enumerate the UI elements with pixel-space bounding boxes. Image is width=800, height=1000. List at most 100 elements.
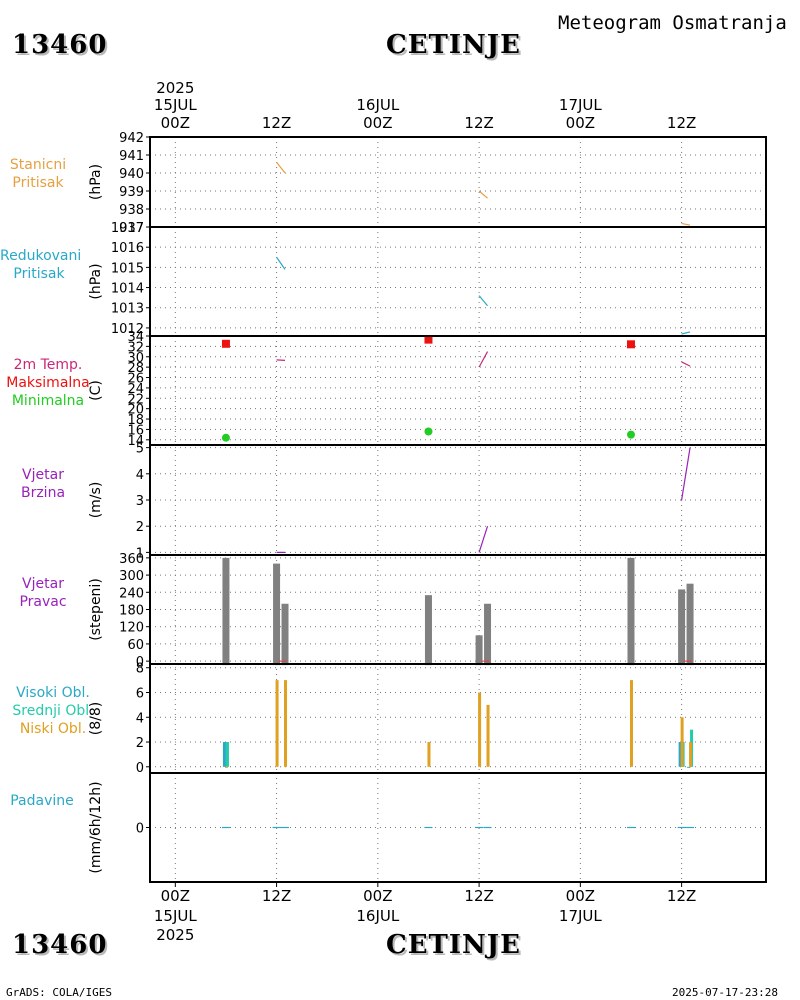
y-tick-label: 32 <box>127 340 144 355</box>
high-cloud-bar <box>222 742 226 767</box>
panel-title-clouds: Visoki Obl. Srednji Obl. Niski Obl. <box>0 684 106 738</box>
y-tick-label: 2 <box>136 520 144 535</box>
y-axis-label: (stepeni) <box>88 578 104 641</box>
y-axis-label: (m/s) <box>88 482 104 519</box>
panel-title-wind-direction: Vjetar Pravac <box>0 575 86 611</box>
title-line: Padavine <box>10 793 74 809</box>
low-cloud-bar <box>486 704 490 767</box>
bottom-year-label: 2025 <box>156 926 194 944</box>
tmin-marker <box>626 430 635 439</box>
series-line <box>681 361 691 367</box>
top-hour-label: 00Z <box>161 114 190 132</box>
y-tick-label: 300 <box>119 569 144 584</box>
series-line <box>478 351 489 368</box>
wind-direction-bar <box>222 557 230 666</box>
title-line: 2m Temp. <box>13 357 83 373</box>
series-line <box>478 190 488 199</box>
series-line <box>681 222 691 226</box>
y-tick-label: 22 <box>127 392 144 407</box>
y-tick-label: 1015 <box>111 261 144 276</box>
y-tick-label: 0 <box>136 655 144 670</box>
low-cloud-bar <box>680 717 684 767</box>
panel-frame <box>149 335 767 446</box>
station-name-top: CETINJE <box>386 30 521 60</box>
panel-frame <box>149 772 767 883</box>
series-line <box>276 256 286 270</box>
y-tick-label: 938 <box>119 203 144 218</box>
panel-title-reduced-pressure: Redukovani Pritisak <box>0 247 82 283</box>
panel-frame <box>149 136 767 228</box>
y-tick-label: 1016 <box>111 241 144 256</box>
y-tick-label: 1014 <box>111 282 144 297</box>
mid-cloud-bar <box>225 742 229 767</box>
y-tick-label: 4 <box>136 711 144 726</box>
y-axis-label: (hPa) <box>88 164 104 200</box>
title-line: Brzina <box>20 485 66 501</box>
panel-frame <box>149 554 767 665</box>
y-tick-label: 2 <box>136 736 144 751</box>
y-tick-label: 30 <box>127 351 144 366</box>
title-line: Redukovani <box>0 248 82 264</box>
bottom-hour-label: 00Z <box>566 887 595 905</box>
panel-title-temperature: 2m Temp. Maksimalna Minimalna <box>0 356 96 410</box>
series-line <box>276 161 286 174</box>
y-tick-label: 120 <box>119 621 144 636</box>
y-axis-label: (hPa) <box>88 263 104 299</box>
y-tick-label: 28 <box>127 361 144 376</box>
panel-frame <box>149 663 767 774</box>
y-tick-label: 0 <box>136 822 144 837</box>
y-tick-label: 1013 <box>111 302 144 317</box>
title-line: Srednji Obl. <box>12 703 94 719</box>
y-tick-label: 20 <box>127 403 144 418</box>
top-hour-label: 12Z <box>262 114 291 132</box>
bottom-hour-label: 12Z <box>262 887 291 905</box>
station-name-bottom: CETINJE <box>386 930 521 960</box>
series-line <box>478 526 489 553</box>
footer-timestamp: 2025-07-17-23:28 <box>672 986 778 999</box>
low-cloud-bar <box>275 680 279 767</box>
y-tick-label: 26 <box>127 372 144 387</box>
top-year-label: 2025 <box>156 79 194 97</box>
y-tick-label: 1012 <box>111 322 144 337</box>
wind-direction-bar <box>678 589 686 666</box>
top-day-label: 16JUL <box>356 96 399 114</box>
y-tick-label: 5 <box>136 442 144 457</box>
y-tick-label: 60 <box>127 638 144 653</box>
title-line: Pritisak <box>13 266 65 282</box>
station-id-top: 13460 <box>12 30 108 60</box>
title-line: Visoki Obl. <box>16 685 90 701</box>
low-cloud-bar <box>478 692 482 767</box>
low-cloud-bar <box>284 680 288 767</box>
tmax-marker <box>626 340 635 349</box>
wind-direction-bar <box>484 603 492 666</box>
low-cloud-bar <box>689 742 693 767</box>
top-hour-label: 00Z <box>363 114 392 132</box>
low-cloud-bar <box>427 742 431 767</box>
title-line: Niski Obl. <box>19 721 87 737</box>
footer-credit: GrADS: COLA/IGES <box>6 986 112 999</box>
panel-title-wind-speed: Vjetar Brzina <box>0 466 86 502</box>
title-line: Pritisak <box>12 175 64 191</box>
meteogram-title: Meteogram Osmatranja <box>558 12 787 34</box>
y-tick-label: 180 <box>119 604 144 619</box>
y-tick-label: 1017 <box>111 221 144 236</box>
y-tick-label: 8 <box>136 662 144 677</box>
y-tick-label: 3 <box>136 494 144 509</box>
y-axis-label: (C) <box>88 380 104 401</box>
bottom-hour-label: 12Z <box>464 887 493 905</box>
y-tick-label: 14 <box>127 434 144 449</box>
panel-title-station-pressure: Stanicni Pritisak <box>0 156 76 192</box>
title-line: Minimalna <box>11 393 85 409</box>
y-tick-label: 6 <box>136 686 144 701</box>
y-tick-label: 24 <box>127 382 144 397</box>
y-tick-label: 940 <box>119 167 144 182</box>
title-line: Vjetar <box>22 467 64 483</box>
y-tick-label: 0 <box>136 761 144 776</box>
series-line <box>276 359 286 361</box>
wind-direction-bar <box>627 557 635 666</box>
y-tick-label: 16 <box>127 423 144 438</box>
title-line: Pravac <box>19 594 67 610</box>
bottom-hour-label: 00Z <box>363 887 392 905</box>
series-line <box>681 331 691 335</box>
wind-direction-bar <box>273 563 281 666</box>
